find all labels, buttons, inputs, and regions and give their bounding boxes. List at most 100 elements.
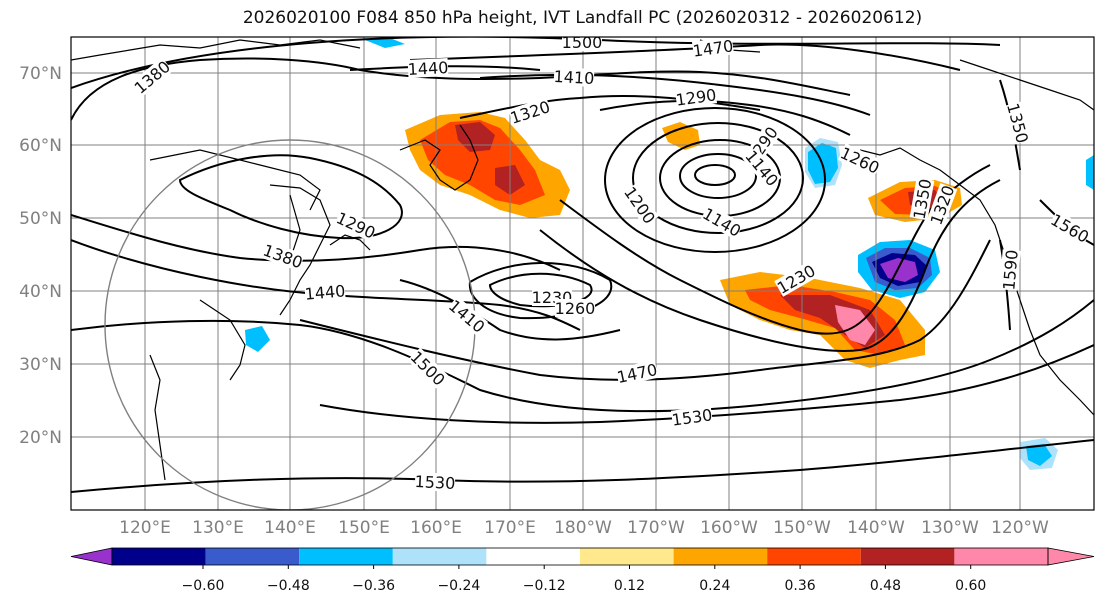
contour-label-bg (407, 347, 449, 389)
latitude-label: 20°N (19, 428, 62, 448)
contour-label-bg (553, 66, 595, 88)
colorbar-bin (860, 548, 955, 565)
colorbar-tick-label: −0.48 (267, 578, 310, 594)
colorbar-tick-label: 0.24 (699, 578, 730, 594)
contour-label: 1500 (562, 33, 603, 52)
colorbar-bin (673, 548, 768, 565)
contour-1500-mid (71, 299, 1094, 413)
colorbar-bin (299, 548, 393, 565)
map-border (70, 36, 1095, 511)
low-center (604, 107, 826, 253)
contour-label-bg (555, 299, 595, 317)
contour-label-bg (445, 296, 489, 336)
longitude-label: 130°W (921, 518, 979, 538)
contour-label-bg (700, 204, 744, 240)
contour-1440-west (71, 239, 581, 331)
longitude-label: 150°W (773, 518, 831, 538)
ivt-positive-blob (662, 122, 700, 150)
colorbar-extend-high (1047, 547, 1095, 566)
colorbar-outline (111, 547, 1049, 566)
colorbar-bin (767, 548, 861, 565)
contour-1380-west (71, 214, 561, 271)
longitude-label: 140°E (264, 518, 316, 538)
latitude-label: 70°N (19, 64, 62, 84)
low-center (679, 153, 757, 199)
contour-label-text: 1590 (999, 249, 1021, 291)
latitude-label: 50°N (19, 209, 62, 229)
colorbar-tick-label: −0.60 (182, 578, 225, 594)
contour-label-bg (1004, 101, 1032, 145)
contour-label-bg (774, 261, 818, 297)
contour-label-bg (414, 471, 456, 493)
contour-label-bg (999, 249, 1021, 291)
colorbar-bin (112, 548, 206, 565)
longitude-label: 120°E (119, 518, 171, 538)
contour-label-bg (130, 57, 174, 97)
colorbar-bin (580, 548, 674, 565)
contour-label: 1440 (304, 281, 346, 303)
contour-label-bg (670, 405, 714, 429)
longitude-label: 130°E (192, 518, 244, 538)
contour-1440 (349, 65, 541, 71)
colorbar-bin (392, 548, 487, 565)
colorbar-bin (486, 548, 580, 565)
contour-label: 1260 (555, 299, 596, 318)
contour-label-bg (334, 208, 378, 242)
longitude-label: 160°W (700, 518, 758, 538)
longitude-labels: 120°E 130°E 140°E 150°E 160°E 170°E 180°W 170°W… (119, 518, 1049, 538)
contour-label-bg (926, 183, 958, 227)
contour-label-bg (562, 37, 602, 51)
contour-label-text: 1530 (414, 472, 456, 493)
longitude-label: 180°W (554, 518, 612, 538)
contour-1410-mid (399, 279, 621, 341)
map-title: 2026020100 F084 850 hPa height, IVT Land… (242, 8, 923, 28)
latitude-label: 40°N (19, 282, 62, 302)
contour-label: 1290 (675, 85, 718, 109)
contour-label-text: 1260 (555, 299, 596, 318)
contour-label-bg (615, 360, 659, 386)
contour-label-bg (1048, 210, 1092, 246)
longitude-label: 140°W (847, 518, 905, 538)
longitude-label: 170°W (627, 518, 685, 538)
longitude-label: 120°W (991, 518, 1049, 538)
contour-1290 (599, 99, 851, 136)
contour-label-text: 1500 (562, 33, 603, 52)
colorbar-tick-label: 0.60 (955, 578, 986, 594)
colorbar: −0.60 −0.48 −0.36 −0.24 −0.12 0.12 0.24 0.36 0.4… (70, 547, 1095, 594)
contour-trough (539, 179, 1001, 352)
colorbar-extend-low (70, 547, 113, 566)
contour-1470-mid (299, 239, 991, 381)
contour-label-text: 1440 (407, 58, 449, 79)
contour-1230 (488, 272, 593, 308)
contour-1260 (468, 261, 613, 320)
ivt-negative-blob (1026, 444, 1052, 466)
colorbar-tick-label: −0.24 (437, 578, 480, 594)
contour-label-bg (621, 183, 659, 227)
colorbar-tick-label: 0.12 (614, 578, 645, 594)
contour-label-bg (742, 146, 782, 190)
contour-label-text: 1440 (304, 281, 346, 303)
contour-1530-south (71, 439, 1094, 493)
contour-trough (559, 164, 991, 335)
contour-label-bg (674, 85, 718, 109)
contour-1470 (409, 43, 961, 71)
colorbar-tick-label: −0.36 (352, 578, 395, 594)
contour-label-bg (261, 240, 305, 272)
colorbar-tick-label: 0.48 (870, 578, 901, 594)
contour-1380 (71, 57, 851, 121)
longitude-label: 160°E (410, 518, 462, 538)
contour-1290-west (178, 154, 403, 240)
graticule (71, 37, 1094, 510)
contour-label-bg (508, 97, 552, 127)
low-center (694, 164, 736, 186)
contour-1410 (479, 73, 871, 116)
contour-label: 1470 (691, 36, 735, 61)
contour-label: 1590 (999, 249, 1021, 291)
contour-label-text: 1470 (692, 36, 735, 60)
latitude-labels: 70°N 60°N 50°N 40°N 30°N 20°N (19, 64, 62, 448)
colorbar-tick-label: −0.12 (523, 578, 566, 594)
contour-label-text: 1410 (553, 67, 595, 88)
longitude-label: 150°E (338, 518, 390, 538)
contour-label-bg (691, 37, 735, 60)
contour-label-bg (838, 143, 882, 177)
